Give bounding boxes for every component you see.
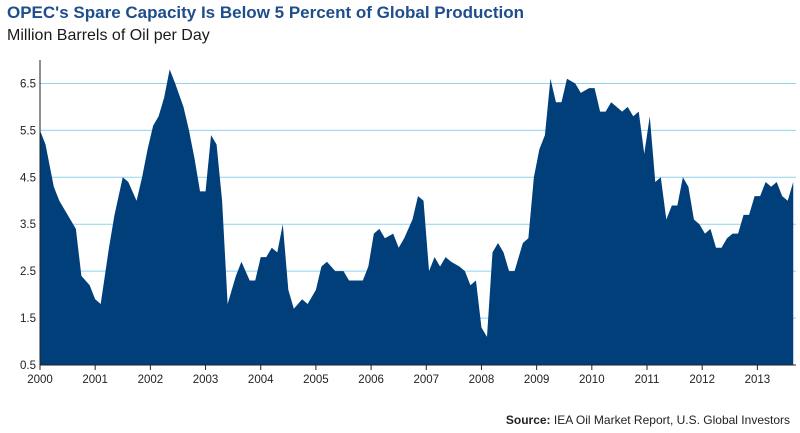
y-tick-label: 2.5	[20, 266, 36, 278]
x-tick-label: 2011	[635, 374, 660, 386]
x-tick-label: 2013	[745, 374, 771, 386]
x-tick-label: 2005	[303, 374, 329, 386]
source-label: Source:	[505, 413, 551, 427]
y-tick-label: 4.5	[20, 172, 36, 184]
x-tick-label: 2009	[524, 374, 550, 386]
x-tick-label: 2004	[248, 374, 274, 386]
area-series	[40, 69, 794, 365]
y-tick-label: 0.5	[20, 360, 36, 372]
x-tick-label: 2006	[358, 374, 384, 386]
x-tick-labels: 2000 2001 2002 2003 2004 2005 2006 2007 2008 2009…	[27, 374, 770, 386]
y-tick-label: 6.5	[20, 78, 36, 90]
y-tick-label: 3.5	[20, 219, 36, 231]
source-text: IEA Oil Market Report, U.S. Global Inves…	[553, 413, 790, 427]
x-tick-label: 2012	[689, 374, 715, 386]
x-tick-label: 2003	[193, 374, 219, 386]
x-tick-label: 2000	[27, 374, 53, 386]
source-note: Source: IEA Oil Market Report, U.S. Glob…	[506, 413, 790, 427]
y-tick-label: 5.5	[20, 125, 36, 137]
x-tick-label: 2007	[413, 374, 439, 386]
chart-title: OPEC's Spare Capacity Is Below 5 Percent…	[7, 3, 525, 22]
axes	[39, 60, 796, 370]
y-tick-label: 1.5	[20, 313, 36, 325]
x-tick-label: 2002	[138, 374, 164, 386]
y-tick-labels: 0.5 1.5 2.5 3.5 4.5 5.5 6.5	[20, 78, 36, 372]
chart-subtitle: Million Barrels of Oil per Day	[7, 27, 210, 44]
x-tick-label: 2001	[82, 374, 108, 386]
x-tick-label: 2008	[469, 374, 495, 386]
x-tick-label: 2010	[579, 374, 605, 386]
area-path	[40, 69, 794, 365]
